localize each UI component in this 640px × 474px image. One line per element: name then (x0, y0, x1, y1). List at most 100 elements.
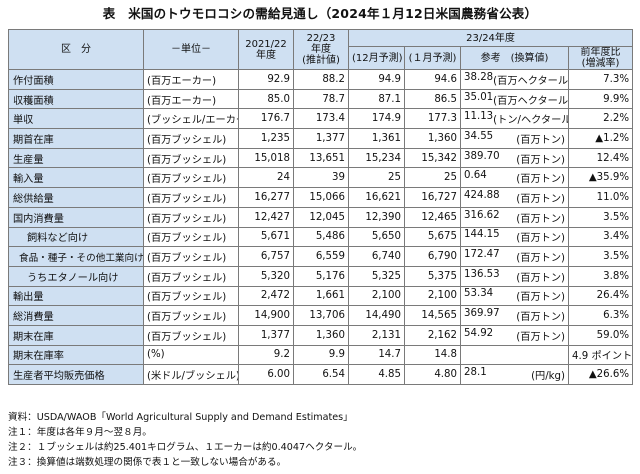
row-label: 飼料など向け (8, 226, 144, 248)
value-jan-forecast: 1,360 (404, 128, 461, 149)
value-2022-23: 88.2 (293, 69, 349, 90)
value-jan-forecast: 2,162 (404, 324, 461, 346)
value-2022-23: 6.54 (293, 364, 349, 385)
value-yoy: 11.0% (567, 187, 634, 208)
row-label: 生産量 (8, 147, 144, 169)
table-row: 総供給量 (百万ブッシェル) 16,277 15,066 16,621 16,727 424… (8, 187, 634, 208)
value-2021-22: 85.0 (238, 88, 294, 110)
reference-unit: (百万トン) (516, 134, 565, 146)
row-unit: (百万ブッシェル) (143, 226, 239, 248)
header-2023-24: 23/24年度 (347, 29, 634, 47)
value-yoy: 4.9 ポイント増 (567, 344, 634, 366)
table-row: 国内消費量 (百万ブッシェル) 12,427 12,045 12,390 12,465 31… (8, 206, 634, 228)
value-2022-23: 1,661 (293, 285, 349, 307)
value-dec-forecast: 4.85 (348, 364, 405, 385)
value-yoy: 7.3% (567, 69, 634, 90)
value-yoy: ▲26.6% (567, 364, 634, 385)
table-row: 期末在庫 (百万ブッシェル) 1,377 1,360 2,131 2,162 54.92 (百… (8, 324, 634, 346)
reference-unit: (百万トン) (516, 174, 565, 186)
reference-value: 172.47 (464, 249, 500, 261)
reference-value: 144.15 (464, 229, 500, 241)
value-2021-22: 1,377 (238, 324, 294, 346)
value-2021-22: 2,472 (238, 285, 294, 307)
row-label: 単収 (8, 108, 144, 130)
row-unit: (ブッシェル/エーカー) (143, 108, 239, 130)
row-unit: (百万ブッシェル) (143, 305, 239, 326)
value-2021-22: 6.00 (238, 364, 294, 385)
table-row: 輸出量 (百万ブッシェル) 2,472 1,661 2,100 2,100 53.34 (百万… (8, 285, 634, 307)
reference-unit: (百万トン) (516, 253, 565, 265)
reference-cell: 136.53 (百万トン) (460, 265, 569, 287)
value-2022-23: 39 (293, 167, 349, 189)
row-unit: (百万エーカー) (143, 69, 239, 90)
note-source: 資料：USDA/WAOB「World Agricultural Supply a… (8, 412, 353, 423)
reference-cell: 54.92 (百万トン) (460, 324, 569, 346)
reference-value: 136.53 (464, 268, 500, 280)
row-label: 国内消費量 (8, 206, 144, 228)
value-2022-23: 173.4 (293, 108, 349, 130)
value-dec-forecast: 25 (348, 167, 405, 189)
reference-unit: (百万トン) (516, 213, 565, 225)
reference-cell: 0.64 (百万トン) (460, 167, 569, 189)
reference-cell: 316.62 (百万トン) (460, 206, 569, 228)
table-row: 食品・種子・その他工業向け (百万ブッシェル) 6,757 6,559 6,740 6,7… (8, 246, 634, 267)
reference-cell: 34.55 (百万トン) (460, 128, 569, 149)
value-yoy: 6.3% (567, 305, 634, 326)
row-unit: (百万ブッシェル) (143, 246, 239, 267)
note-1: 注１：年度は各年９月～翌８月。 (8, 427, 152, 438)
value-yoy: 3.4% (567, 226, 634, 248)
footnotes: 資料：USDA/WAOB「World Agricultural Supply a… (8, 410, 362, 470)
reference-cell: 144.15 (百万トン) (460, 226, 569, 248)
value-dec-forecast: 2,100 (348, 285, 405, 307)
reference-unit: (百万トン) (516, 233, 565, 245)
table-row: 単収(ブッシェル/エーカー)176.7173.4174.9177.311.13(… (8, 108, 634, 130)
value-jan-forecast: 14,565 (404, 305, 461, 326)
value-dec-forecast: 14.7 (348, 344, 405, 366)
reference-value: 11.13 (464, 111, 494, 123)
value-dec-forecast: 5,650 (348, 226, 405, 248)
note-3: 注３：換算値は端数処理の関係で表１と一致しない場合がある。 (8, 457, 287, 468)
value-2022-23: 6,559 (293, 246, 349, 267)
value-dec-forecast: 14,490 (348, 305, 405, 326)
row-label: 作付面積 (8, 69, 144, 90)
value-2021-22: 12,427 (238, 206, 294, 228)
reference-unit: (百万トン) (516, 193, 565, 205)
value-yoy: 9.9% (567, 88, 634, 110)
value-jan-forecast: 16,727 (404, 187, 461, 208)
value-dec-forecast: 16,621 (348, 187, 405, 208)
row-unit: (%) (143, 344, 239, 366)
reference-unit: (百万トン) (516, 292, 565, 304)
reference-cell: 389.70 (百万トン) (460, 147, 569, 169)
page-title: 表 米国のトウモロコシの需給見通し（2024年１月12日米国農務省公表） (102, 6, 538, 21)
row-label: 期首在庫 (8, 128, 144, 149)
value-dec-forecast: 12,390 (348, 206, 405, 228)
value-2022-23: 13,706 (293, 305, 349, 326)
value-2021-22: 5,320 (238, 265, 294, 287)
corn-supply-demand-table: 区 分 －単位－ 2021/22 年度 22/23 年度 (推計値) 23/24… (8, 29, 634, 385)
value-jan-forecast: 6,790 (404, 246, 461, 267)
reference-value: 35.01 (464, 91, 494, 103)
row-unit: (百万エーカー) (143, 88, 239, 110)
table-row: 総消費量 (百万ブッシェル) 14,900 13,706 14,490 14,565 369… (8, 305, 634, 326)
reference-cell (460, 344, 569, 366)
value-2022-23: 12,045 (293, 206, 349, 228)
value-jan-forecast: 94.6 (404, 69, 461, 90)
value-jan-forecast: 177.3 (404, 108, 461, 130)
value-2021-22: 15,018 (238, 147, 294, 169)
row-unit: (米ドル/ブッシェル) (143, 364, 239, 385)
value-jan-forecast: 4.80 (404, 364, 461, 385)
header-reference: 参考 (換算値) (460, 46, 569, 70)
reference-unit: (百万トン) (516, 154, 565, 166)
value-yoy: 26.4% (567, 285, 634, 307)
value-jan-forecast: 15,342 (404, 147, 461, 169)
row-unit: (百万ブッシェル) (143, 147, 239, 169)
reference-unit: (トン/ヘクタール) (493, 115, 569, 127)
header-unit: －単位－ (143, 29, 239, 70)
value-dec-forecast: 15,234 (348, 147, 405, 169)
value-jan-forecast: 25 (404, 167, 461, 189)
value-2021-22: 5,671 (238, 226, 294, 248)
reference-value: 0.64 (464, 170, 487, 182)
value-yoy: 3.5% (567, 246, 634, 267)
table-row: 収穫面積 (百万エーカー) 85.0 78.7 87.1 86.5 35.01 (百万ヘクター… (8, 88, 634, 110)
value-jan-forecast: 5,675 (404, 226, 461, 248)
